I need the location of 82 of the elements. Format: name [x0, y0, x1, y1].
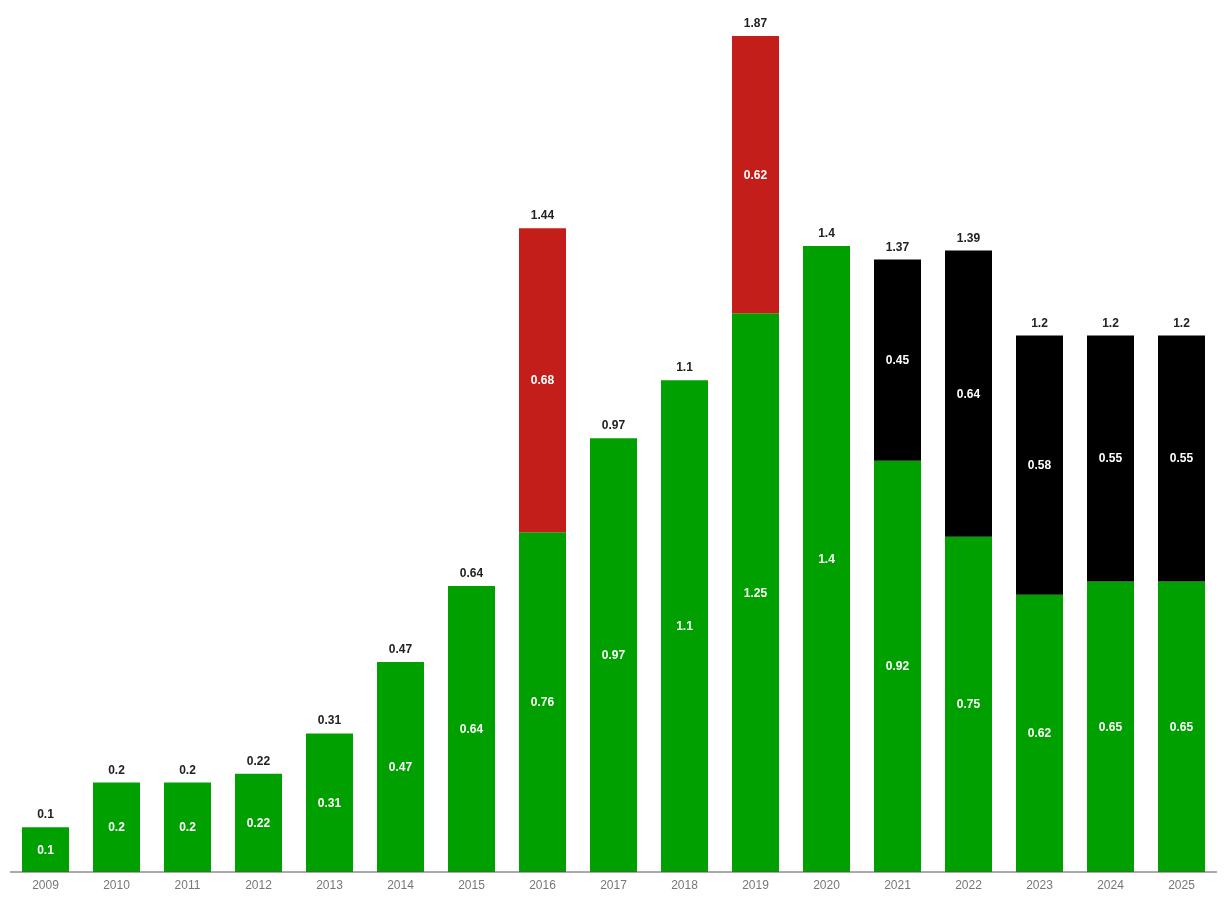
- bar: [1158, 335, 1205, 582]
- total-label: 1.4: [818, 226, 836, 241]
- data-label: 0.65: [1169, 719, 1194, 734]
- x-tick-label: 2015: [458, 877, 486, 892]
- x-tick-label: 2019: [742, 877, 770, 892]
- x-tick-label: 2022: [955, 877, 983, 892]
- data-label: 0.76: [530, 695, 555, 710]
- bar: [93, 782, 140, 872]
- bar: [1158, 581, 1205, 872]
- data-label: 1.4: [818, 552, 836, 567]
- data-label: 0.2: [179, 820, 197, 835]
- x-tick-label: 2020: [813, 877, 841, 892]
- total-label: 0.22: [246, 753, 271, 768]
- total-label: 0.64: [459, 565, 484, 580]
- total-label: 0.1: [37, 807, 55, 822]
- x-tick-label: 2013: [316, 877, 344, 892]
- bar: [1016, 594, 1063, 872]
- data-label: 0.58: [1027, 458, 1052, 473]
- total-label: 1.44: [530, 208, 555, 223]
- bar: [945, 536, 992, 872]
- total-label: 1.2: [1173, 315, 1191, 330]
- bar: [519, 228, 566, 533]
- x-tick-label: 2009: [32, 877, 60, 892]
- data-label: 0.75: [956, 697, 981, 712]
- bar: [306, 733, 353, 872]
- bar: [164, 782, 211, 872]
- data-label: 0.64: [956, 386, 981, 401]
- total-label: 0.97: [601, 418, 626, 433]
- bar: [945, 250, 992, 537]
- data-label: 0.68: [530, 373, 555, 388]
- data-label: 0.22: [246, 815, 271, 830]
- x-tick-label: 2011: [174, 877, 201, 892]
- bar: [377, 661, 424, 872]
- data-label: 0.97: [601, 648, 626, 663]
- data-label: 0.1: [37, 842, 55, 857]
- bar: [1016, 335, 1063, 595]
- data-label: 0.31: [317, 795, 342, 810]
- data-label: 0.65: [1098, 719, 1123, 734]
- bar: [448, 585, 495, 872]
- data-label: 1.1: [676, 619, 694, 634]
- total-label: 0.31: [317, 713, 342, 728]
- bar: [874, 259, 921, 461]
- total-label: 1.39: [956, 230, 981, 245]
- total-label: 1.2: [1031, 315, 1049, 330]
- bar: [1087, 581, 1134, 872]
- data-label: 1.25: [743, 585, 768, 600]
- x-tick-label: 2014: [387, 877, 415, 892]
- data-label: 0.92: [885, 659, 910, 674]
- total-label: 1.37: [885, 239, 910, 254]
- bar: [661, 380, 708, 872]
- x-tick-label: 2025: [1168, 877, 1196, 892]
- bar: [22, 827, 69, 872]
- x-tick-label: 2017: [600, 877, 628, 892]
- x-tick-label: 2024: [1097, 877, 1125, 892]
- total-label: 0.47: [388, 641, 413, 656]
- x-tick-label: 2016: [529, 877, 557, 892]
- data-label: 0.62: [743, 167, 768, 182]
- bar: [235, 773, 282, 872]
- total-label: 0.2: [108, 762, 126, 777]
- x-tick-label: 2018: [671, 877, 699, 892]
- data-label: 0.47: [388, 759, 413, 774]
- x-tick-label: 2012: [245, 877, 273, 892]
- total-label: 1.87: [743, 16, 768, 30]
- total-label: 0.2: [179, 762, 197, 777]
- x-tick-label: 2021: [884, 877, 912, 892]
- x-tick-label: 2023: [1026, 877, 1054, 892]
- bar: [732, 313, 779, 872]
- total-label: 1.1: [676, 360, 694, 375]
- bar: [519, 532, 566, 872]
- bar: [803, 246, 850, 872]
- bar: [590, 438, 637, 872]
- bar: [1087, 335, 1134, 582]
- data-label: 0.64: [459, 721, 484, 736]
- data-label: 0.55: [1169, 451, 1194, 466]
- data-label: 0.2: [108, 820, 126, 835]
- data-label: 0.55: [1098, 451, 1123, 466]
- total-label: 1.2: [1102, 315, 1120, 330]
- x-tick-label: 2010: [103, 877, 131, 892]
- data-label: 0.62: [1027, 726, 1052, 741]
- data-label: 0.45: [885, 353, 910, 368]
- bar: [732, 36, 779, 314]
- bar: [874, 460, 921, 872]
